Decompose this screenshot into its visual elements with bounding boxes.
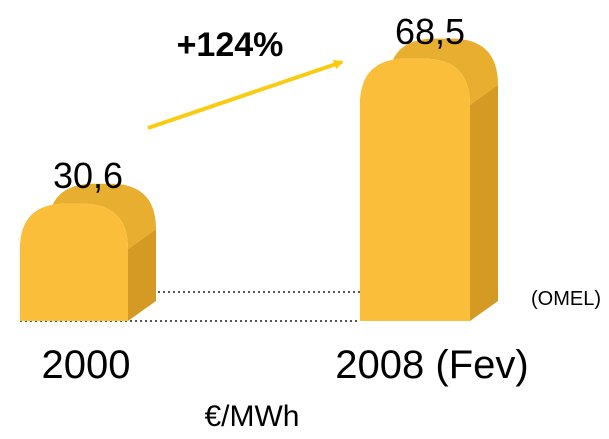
growth-annotation: +124%	[177, 26, 284, 64]
bar-2008	[360, 38, 498, 322]
growth-arrow	[147, 59, 344, 130]
bar-2008-side	[470, 84, 498, 321]
bar-2000-top	[20, 183, 156, 250]
unit-label: €/MWh	[204, 400, 299, 433]
bar-2008-top	[360, 38, 498, 105]
source-label: (OMEL)	[531, 288, 601, 310]
bar-2000-front	[20, 203, 128, 321]
bar-2000	[20, 183, 156, 321]
bar-2008-front	[360, 58, 470, 322]
category-label-2000: 2000	[42, 343, 131, 387]
category-label-2008: 2008 (Fev)	[335, 343, 528, 387]
value-label-2000: 30,6	[53, 155, 123, 196]
bar-2000-side	[128, 229, 156, 321]
value-label-2008: 68,5	[395, 11, 465, 52]
